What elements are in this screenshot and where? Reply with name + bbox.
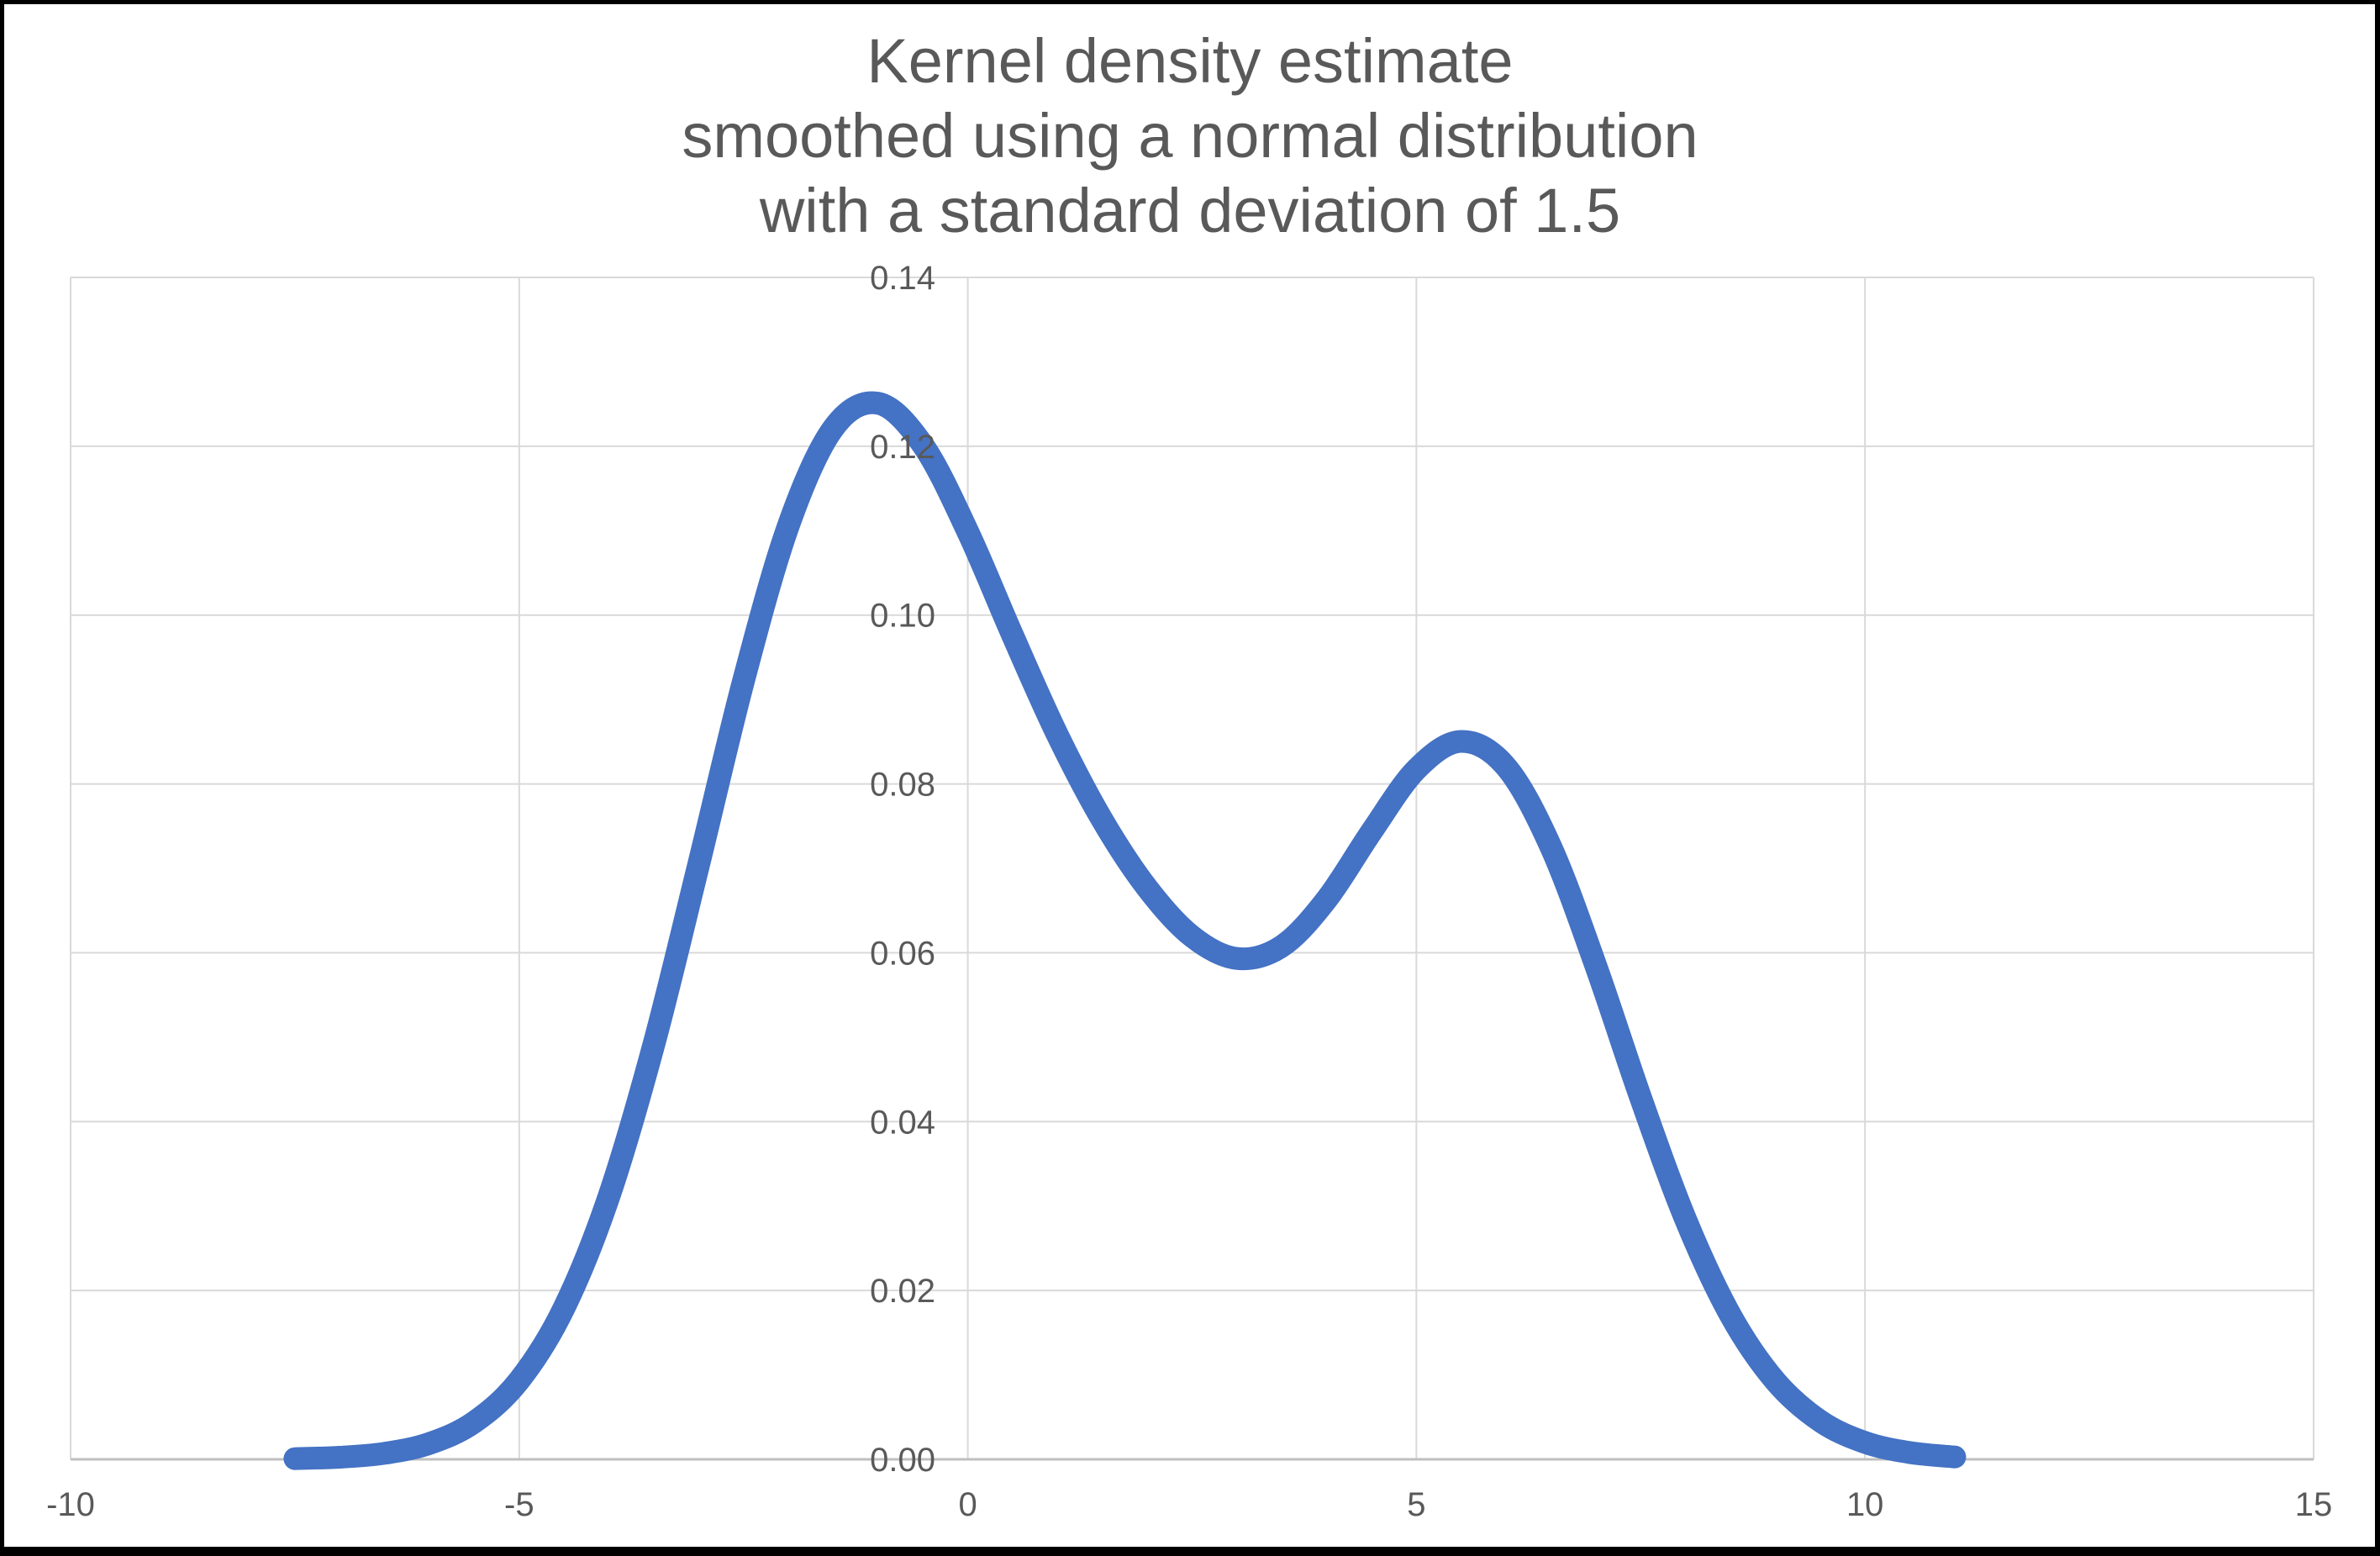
chart-title: Kernel density estimate smoothed using a…: [0, 24, 2380, 248]
y-tick-label: 0.10: [870, 598, 935, 635]
y-tick-label: 0.04: [870, 1104, 935, 1141]
x-tick-label: 15: [2295, 1486, 2333, 1523]
y-tick-label: 0.08: [870, 767, 935, 804]
chart-title-line1: Kernel density estimate: [866, 26, 1514, 96]
x-tick-label: -10: [46, 1486, 95, 1523]
y-tick-label: 0.14: [870, 260, 935, 297]
x-tick-label: 10: [1846, 1486, 1884, 1523]
x-tick-label: 5: [1407, 1486, 1425, 1523]
chart-title-line3: with a standard deviation of 1.5: [759, 176, 1621, 245]
y-tick-label: 0.06: [870, 935, 935, 972]
y-tick-label: 0.02: [870, 1273, 935, 1310]
kde-curve: [283, 391, 1967, 1470]
x-tick-label: -5: [504, 1486, 534, 1523]
x-tick-label: 0: [958, 1486, 977, 1523]
chart-title-line2: smoothed using a normal distribution: [682, 101, 1698, 171]
y-tick-label: 0.00: [870, 1442, 935, 1479]
y-tick-label: 0.12: [870, 429, 935, 466]
